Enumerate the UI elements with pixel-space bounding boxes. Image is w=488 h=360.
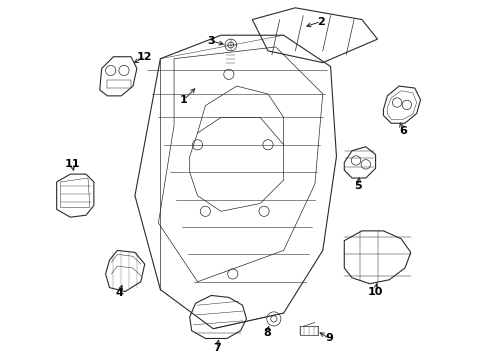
Text: 12: 12	[137, 52, 152, 62]
Text: 4: 4	[115, 288, 123, 298]
Text: 1: 1	[180, 95, 187, 105]
Text: 6: 6	[398, 126, 406, 136]
Text: 9: 9	[325, 333, 332, 343]
Text: 2: 2	[316, 17, 324, 27]
Text: 10: 10	[367, 287, 383, 297]
Text: 8: 8	[263, 328, 270, 338]
Text: 3: 3	[207, 36, 215, 46]
Text: 11: 11	[64, 159, 80, 169]
Text: 7: 7	[213, 343, 221, 353]
Bar	[299, 327, 318, 335]
Text: 5: 5	[353, 181, 361, 191]
